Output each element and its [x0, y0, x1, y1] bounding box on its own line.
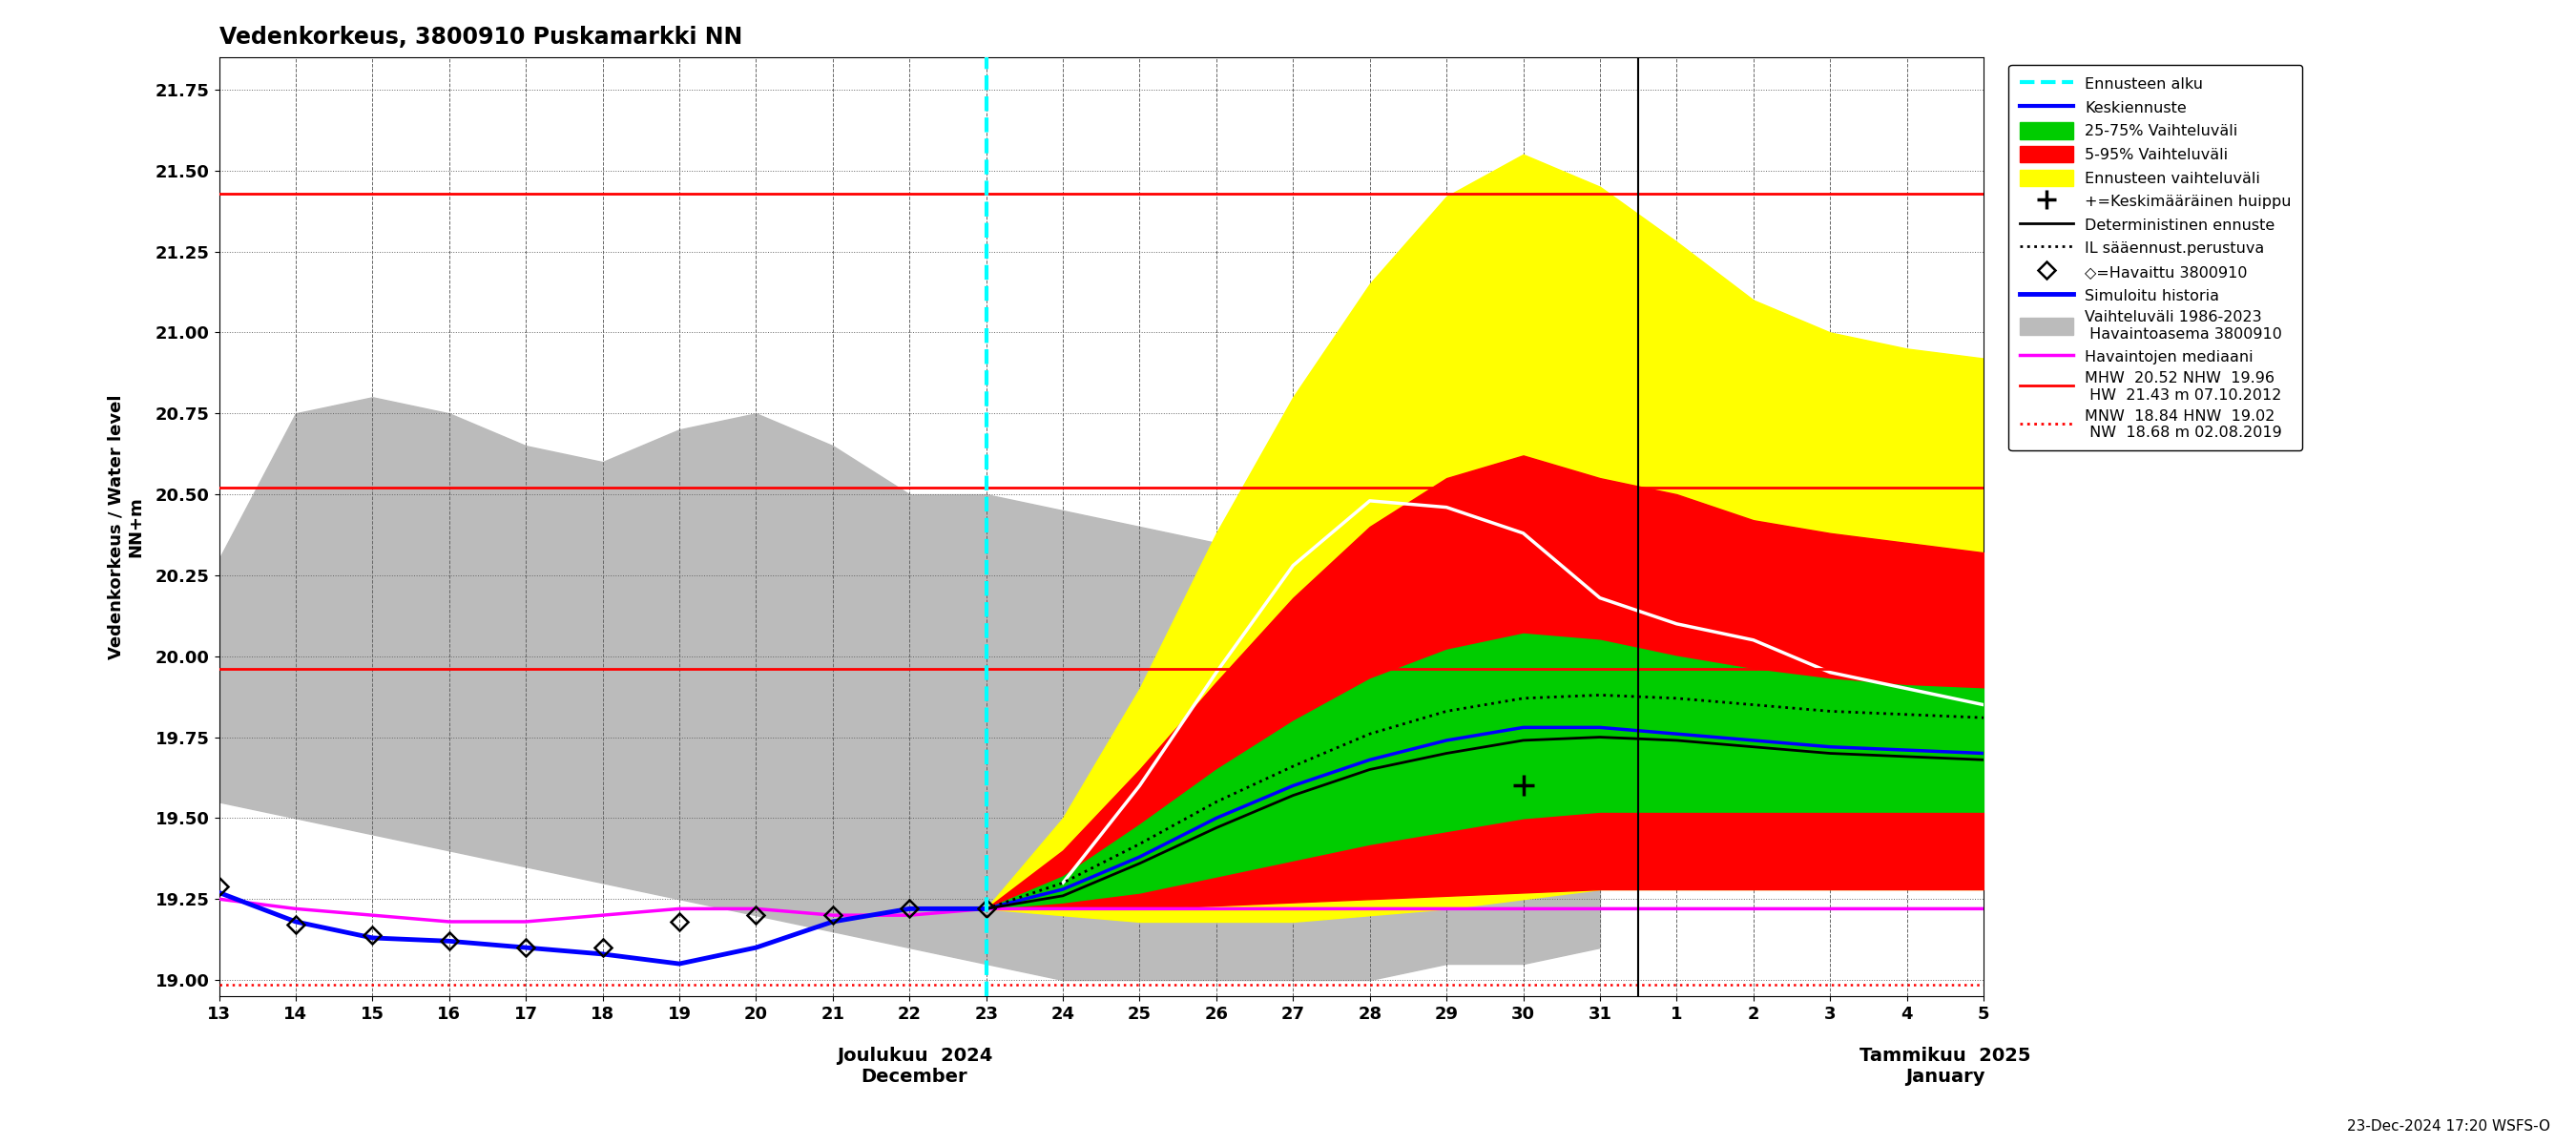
Legend: Ennusteen alku, Keskiennuste, 25-75% Vaihteluväli, 5-95% Vaihteluväli, Ennusteen: Ennusteen alku, Keskiennuste, 25-75% Vai…: [2009, 65, 2303, 451]
Text: Tammikuu  2025
January: Tammikuu 2025 January: [1860, 1047, 2030, 1085]
Text: 23-Dec-2024 17:20 WSFS-O: 23-Dec-2024 17:20 WSFS-O: [2347, 1120, 2550, 1134]
Y-axis label: Vedenkorkeus / Water level
NN+m: Vedenkorkeus / Water level NN+m: [108, 394, 144, 660]
Text: Vedenkorkeus, 3800910 Puskamarkki NN: Vedenkorkeus, 3800910 Puskamarkki NN: [219, 26, 742, 49]
Text: Joulukuu  2024
December: Joulukuu 2024 December: [837, 1047, 992, 1085]
